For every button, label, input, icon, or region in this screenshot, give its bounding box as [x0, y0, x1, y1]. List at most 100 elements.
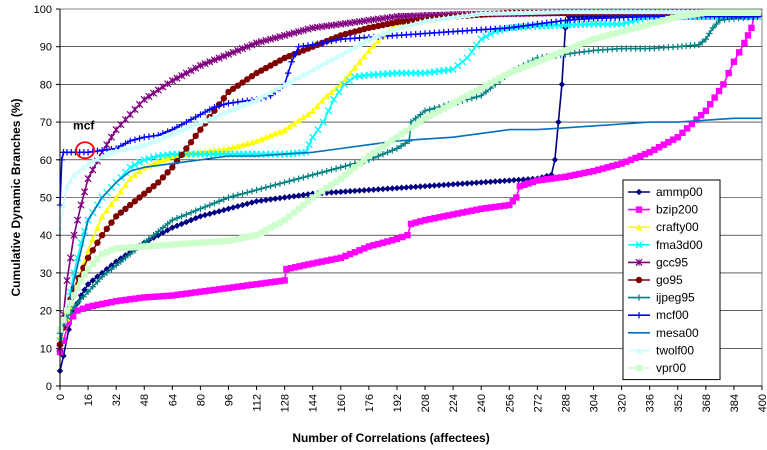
data-point: [229, 204, 237, 211]
data-point: [211, 238, 218, 245]
data-point: [206, 210, 213, 218]
data-point: [440, 105, 447, 112]
x-tick-label: 304: [589, 394, 601, 412]
data-point: [356, 58, 363, 65]
data-point: [524, 22, 532, 29]
data-point: [730, 58, 738, 65]
data-point: [135, 158, 144, 166]
data-point: [84, 265, 92, 273]
data-point: [482, 204, 490, 212]
data-point: [365, 186, 373, 194]
data-point: [187, 122, 195, 130]
data-point: [112, 262, 120, 269]
data-point: [70, 231, 78, 239]
data-point: [403, 127, 410, 135]
data-point: [389, 137, 396, 144]
data-point: [454, 97, 461, 104]
data-point: [571, 43, 578, 50]
data-point: [103, 299, 110, 307]
data-point: [225, 194, 232, 201]
data-point: [253, 232, 260, 239]
data-point: [117, 258, 125, 265]
data-point: [641, 22, 649, 29]
data-point: [65, 318, 72, 326]
data-point: [688, 120, 695, 128]
data-point: [75, 298, 82, 306]
data-point: [595, 34, 602, 42]
data-point: [407, 183, 415, 191]
data-point: [637, 23, 644, 30]
data-point: [206, 287, 213, 294]
data-point: [435, 107, 443, 114]
data-point: [187, 209, 195, 216]
data-point: [509, 8, 516, 16]
x-tick-label: 32: [111, 394, 123, 406]
data-point: [543, 176, 550, 183]
data-point: [669, 136, 677, 143]
data-point: [345, 76, 354, 85]
data-point: [197, 111, 204, 118]
data-point: [393, 24, 401, 32]
data-point: [571, 49, 578, 57]
data-point: [155, 135, 162, 143]
data-point: [69, 313, 77, 320]
data-point: [314, 63, 321, 71]
series-twolf00: [56, 7, 762, 231]
data-point: [735, 49, 743, 56]
legend-label: gcc95: [656, 255, 688, 269]
data-point: [482, 82, 490, 89]
axes: 0 10 20 30 40 50 60 70 80 90 100 0 16 32 48 64 80 96 112 12…: [34, 4, 767, 412]
data-point: [332, 255, 340, 262]
data-point: [173, 128, 181, 135]
data-point: [127, 250, 134, 258]
data-point: [239, 79, 246, 86]
data-point: [84, 175, 92, 183]
legend-swatch-marker: [635, 188, 643, 196]
data-point: [127, 175, 134, 182]
data-point: [300, 113, 307, 121]
data-point: [164, 226, 171, 234]
data-point: [150, 137, 157, 145]
x-tick-label: 160: [336, 394, 348, 412]
data-point: [248, 199, 256, 206]
data-point: [323, 92, 330, 99]
data-point: [375, 37, 382, 44]
data-point: [534, 20, 541, 28]
data-point: [435, 15, 443, 22]
data-point: [356, 247, 363, 254]
data-point: [295, 192, 302, 199]
data-point: [454, 180, 461, 188]
data-point: [244, 233, 251, 241]
x-tick-label: 128: [280, 394, 292, 412]
data-point: [295, 117, 302, 124]
data-point: [365, 35, 373, 43]
data-point: [309, 107, 316, 114]
data-point: [510, 177, 518, 184]
data-point: [435, 214, 443, 221]
data-point: [248, 139, 256, 146]
data-point: [397, 142, 405, 150]
data-point: [525, 180, 532, 187]
legend-label: go95: [656, 273, 683, 287]
data-point: [234, 103, 242, 111]
data-point: [478, 84, 485, 92]
x-tick-label: 352: [673, 394, 685, 412]
data-point: [346, 46, 354, 53]
data-point: [649, 7, 656, 15]
data-point: [449, 100, 457, 107]
data-point: [361, 187, 368, 194]
data-point: [253, 96, 260, 103]
legend-label: bzip200: [656, 203, 698, 217]
data-point: [258, 197, 265, 204]
data-point: [529, 21, 536, 28]
data-point: [713, 20, 720, 28]
data-point: [211, 113, 218, 120]
data-point: [89, 235, 96, 243]
data-point: [711, 9, 718, 16]
data-point: [183, 240, 190, 247]
data-point: [122, 296, 129, 304]
data-point: [276, 219, 284, 226]
data-point: [248, 188, 256, 195]
data-point: [346, 167, 354, 175]
data-point: [342, 162, 349, 170]
